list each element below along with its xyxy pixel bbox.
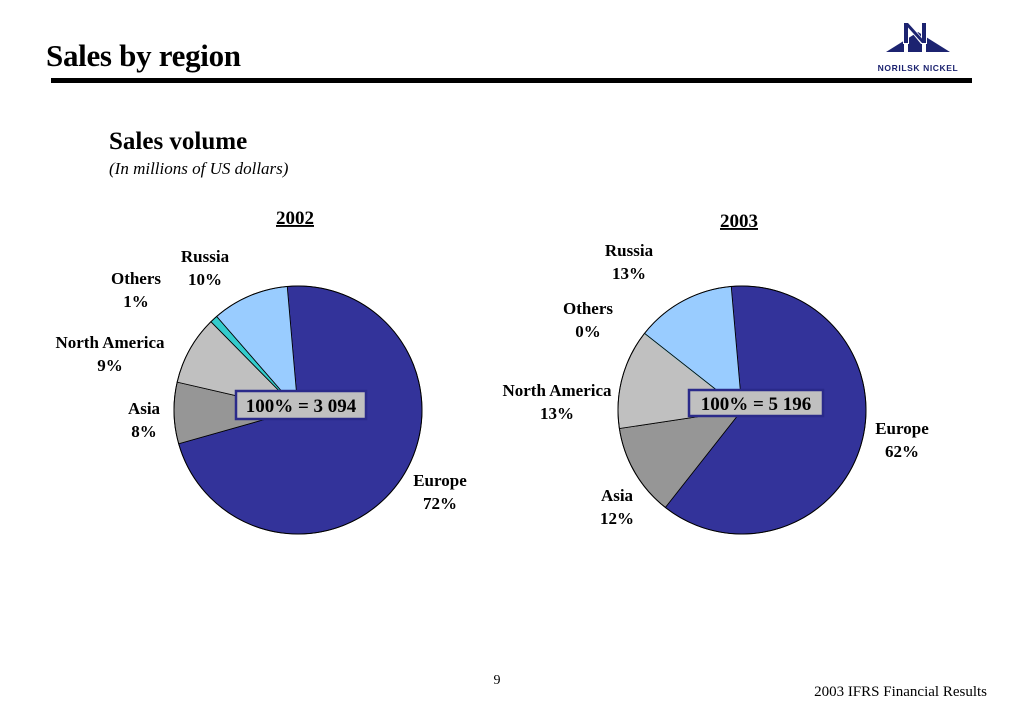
footer-text: 2003 IFRS Financial Results (814, 684, 987, 700)
page-title: Sales by region (46, 38, 241, 73)
slice-value-label-2002-others: 1% (123, 292, 149, 311)
total-label-2002: 100% = 3 094 (246, 396, 357, 417)
slice-name-label-2003-north-america: North America (502, 381, 612, 400)
slice-value-label-2002-europe: 72% (423, 494, 457, 513)
chart-title-2003: 2003 (720, 211, 758, 232)
units-note: (In millions of US dollars) (109, 159, 289, 178)
logo-mark-icon (886, 22, 950, 52)
pie-outline-2003 (617, 285, 867, 535)
slice-name-label-2002-europe: Europe (413, 471, 467, 490)
slice-value-label-2003-russia: 13% (612, 264, 646, 283)
slice-value-label-2003-north-america: 13% (540, 404, 574, 423)
total-box-2003 (687, 388, 825, 418)
slice-name-label-2002-russia: Russia (181, 247, 230, 266)
logo-text: NORILSK NICKEL (877, 63, 959, 73)
pie-outline-2002 (173, 285, 423, 535)
total-label-2003: 100% = 5 196 (701, 394, 812, 415)
slice-name-label-2003-asia: Asia (601, 486, 634, 505)
company-logo: NORILSK NICKEL (864, 20, 972, 76)
slice-value-label-2003-europe: 62% (885, 442, 919, 461)
slice-name-label-2002-others: Others (111, 269, 161, 288)
title-divider (51, 78, 972, 83)
slice-value-label-2002-asia: 8% (131, 422, 157, 441)
slice-value-label-2002-russia: 10% (188, 270, 222, 289)
total-box-2002 (234, 389, 368, 421)
slice-value-label-2002-north-america: 9% (97, 356, 123, 375)
slice-value-label-2003-others: 0% (575, 322, 601, 341)
slice-name-label-2003-russia: Russia (605, 241, 654, 260)
slice-name-label-2002-asia: Asia (128, 399, 161, 418)
chart-title-2002: 2002 (276, 208, 314, 229)
section-subtitle: Sales volume (109, 128, 248, 155)
slice-name-label-2003-others: Others (563, 299, 613, 318)
page-number: 9 (493, 673, 501, 688)
slice-value-label-2003-asia: 12% (600, 509, 634, 528)
slice-name-label-2002-north-america: North America (55, 333, 165, 352)
slice-name-label-2003-europe: Europe (875, 419, 929, 438)
